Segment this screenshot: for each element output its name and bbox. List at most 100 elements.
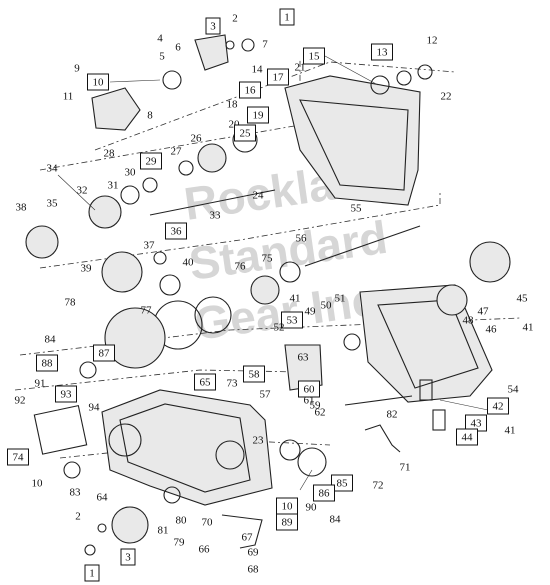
callout-number: 85 bbox=[337, 478, 349, 490]
ring bbox=[194, 296, 232, 334]
callout-number: 55 bbox=[351, 203, 363, 215]
gear bbox=[436, 284, 468, 316]
callout: 71 bbox=[400, 462, 411, 474]
callout-number: 67 bbox=[242, 532, 254, 544]
callout-number: 19 bbox=[253, 110, 265, 122]
gear bbox=[101, 251, 143, 293]
callout: 82 bbox=[387, 409, 398, 421]
seal bbox=[279, 439, 301, 461]
callout-box bbox=[87, 73, 109, 91]
callout-number: 78 bbox=[65, 297, 77, 309]
callout-box bbox=[120, 548, 136, 566]
callout-number: 93 bbox=[61, 389, 73, 401]
callout: 1 bbox=[84, 564, 100, 582]
callout: 69 bbox=[248, 547, 260, 559]
callout-box bbox=[55, 385, 77, 403]
front-case-rib bbox=[119, 403, 251, 493]
callout-number: 41 bbox=[290, 293, 301, 305]
callout: 72 bbox=[373, 480, 384, 492]
callout-number: 27 bbox=[171, 146, 183, 158]
callout: 79 bbox=[174, 537, 186, 549]
callout-number: 46 bbox=[486, 324, 498, 336]
callout: 64 bbox=[97, 492, 109, 504]
spacer bbox=[432, 409, 446, 431]
callout-number: 47 bbox=[478, 306, 490, 318]
callout-number: 60 bbox=[304, 384, 316, 396]
seal bbox=[163, 486, 181, 504]
bearing bbox=[79, 361, 97, 379]
callout-number: 45 bbox=[517, 293, 529, 305]
callout-number: 22 bbox=[441, 91, 452, 103]
lever bbox=[221, 514, 263, 549]
callout-number: 53 bbox=[287, 315, 299, 327]
seal bbox=[396, 70, 412, 86]
callout: 80 bbox=[176, 515, 188, 527]
callout: 92 bbox=[15, 395, 26, 407]
callout: 18 bbox=[227, 99, 239, 111]
nut bbox=[84, 544, 96, 556]
callout-number: 94 bbox=[89, 402, 101, 414]
callout-box bbox=[487, 397, 509, 415]
callout: 86 bbox=[313, 484, 335, 502]
callout: 9 bbox=[74, 63, 80, 75]
callout: 51 bbox=[335, 293, 346, 305]
callout-box bbox=[84, 564, 100, 582]
callout: 78 bbox=[65, 297, 77, 309]
callout: 57 bbox=[260, 389, 272, 401]
callout: 88 bbox=[36, 354, 58, 372]
callout: 89 bbox=[276, 513, 298, 531]
callout-number: 87 bbox=[99, 348, 111, 360]
callout: 4 bbox=[157, 33, 163, 45]
callout: 91 bbox=[35, 378, 46, 390]
callout: 26 bbox=[191, 133, 203, 145]
callout: 42 bbox=[487, 397, 509, 415]
callout-number: 8 bbox=[147, 110, 153, 122]
callout: 73 bbox=[227, 378, 239, 390]
callout-number: 16 bbox=[245, 85, 257, 97]
assembly-line bbox=[39, 60, 301, 171]
callout-number: 64 bbox=[97, 492, 109, 504]
callout-number: 72 bbox=[373, 480, 384, 492]
callout-box bbox=[205, 17, 221, 35]
callout-number: 40 bbox=[183, 257, 195, 269]
callout: 36 bbox=[165, 222, 187, 240]
callout: 10 bbox=[276, 497, 298, 515]
callout-box bbox=[313, 484, 335, 502]
callout-number: 24 bbox=[253, 190, 265, 202]
callout-box bbox=[371, 43, 393, 61]
callout: 14 bbox=[252, 64, 264, 76]
callout: 34 bbox=[47, 163, 59, 175]
callout-number: 34 bbox=[47, 163, 59, 175]
callout-number: 5 bbox=[159, 51, 165, 63]
leader bbox=[57, 174, 96, 211]
callout-box bbox=[281, 311, 303, 329]
callout: 24 bbox=[253, 190, 265, 202]
callout: 33 bbox=[210, 210, 222, 222]
callout: 32 bbox=[77, 185, 88, 197]
assembly-line bbox=[19, 317, 521, 356]
callout-box bbox=[331, 474, 353, 492]
callout: 65 bbox=[194, 373, 216, 391]
snap-ring bbox=[142, 177, 158, 193]
bearing-bore bbox=[108, 423, 142, 457]
callout-box bbox=[239, 81, 261, 99]
callout: 17 bbox=[267, 68, 289, 86]
gear bbox=[197, 143, 227, 173]
callout-number: 62 bbox=[315, 407, 326, 419]
callout: 48 bbox=[463, 315, 475, 327]
callout: 70 bbox=[202, 517, 214, 529]
callout-number: 76 bbox=[235, 261, 247, 273]
bearing bbox=[178, 160, 194, 176]
callout: 10 bbox=[32, 478, 44, 490]
callout-number: 1 bbox=[89, 568, 95, 580]
callout-box bbox=[234, 124, 256, 142]
callout-box bbox=[194, 373, 216, 391]
callout: 53 bbox=[281, 311, 303, 329]
callout: 19 bbox=[247, 106, 269, 124]
callout-number: 3 bbox=[125, 552, 131, 564]
spacer bbox=[419, 379, 433, 401]
fork bbox=[159, 274, 181, 296]
callout-number: 65 bbox=[200, 377, 212, 389]
callout-box bbox=[247, 106, 269, 124]
callout: 29 bbox=[140, 152, 162, 170]
